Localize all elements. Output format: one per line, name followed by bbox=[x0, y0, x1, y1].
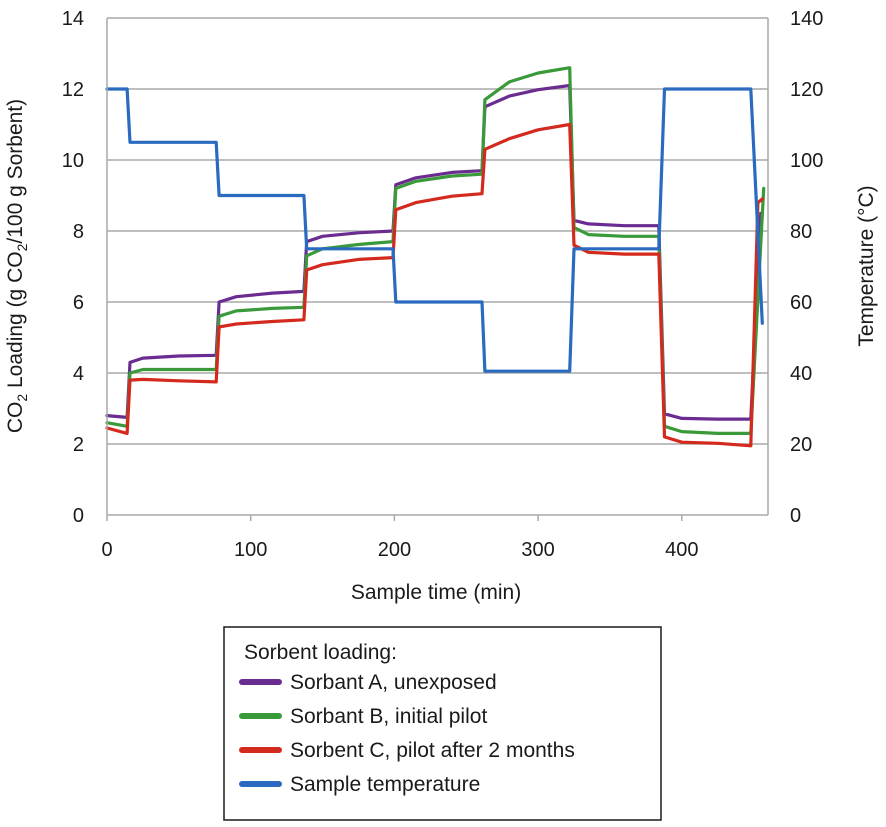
left-y-title-prefix: CO bbox=[4, 402, 27, 434]
left-y-tick-label-8: 8 bbox=[73, 221, 84, 243]
right-y-tick-label-140: 140 bbox=[790, 8, 823, 30]
series-line-3 bbox=[105, 122, 764, 448]
right-y-tick-label-60: 60 bbox=[790, 292, 812, 314]
x-tick-label-100: 100 bbox=[234, 539, 267, 561]
right-y-tick-label-40: 40 bbox=[790, 363, 812, 385]
legend-label-4: Sample temperature bbox=[290, 773, 480, 796]
left-y-tick-label-2: 2 bbox=[73, 434, 84, 456]
axes bbox=[106, 18, 769, 521]
right-y-tick-label-80: 80 bbox=[790, 221, 812, 243]
x-tick-label-200: 200 bbox=[378, 539, 411, 561]
legend-box bbox=[223, 626, 662, 821]
left-y-tick-label-12: 12 bbox=[62, 79, 84, 101]
left-y-tick-label-0: 0 bbox=[73, 505, 84, 527]
left-y-title-suffix: /100 g Sorbent) bbox=[4, 99, 27, 244]
right-y-tick-label-20: 20 bbox=[790, 434, 812, 456]
left-y-tick-label-6: 6 bbox=[73, 292, 84, 314]
x-axis-title: Sample time (min) bbox=[351, 581, 521, 604]
left-y-axis-title: CO2 Loading (g CO2/100 g Sorbent) bbox=[4, 99, 30, 433]
left-y-tick-label-14: 14 bbox=[62, 8, 84, 30]
legend-label-3: Sorbent C, pilot after 2 months bbox=[290, 739, 575, 762]
right-y-axis-title: Temperature (°C) bbox=[855, 185, 878, 346]
legend-label-2: Sorbant B, initial pilot bbox=[290, 705, 487, 728]
right-y-tick-label-120: 120 bbox=[790, 79, 823, 101]
x-tick-label-300: 300 bbox=[521, 539, 554, 561]
legend-title: Sorbent loading: bbox=[244, 641, 397, 664]
right-y-tick-label-0: 0 bbox=[790, 505, 801, 527]
series-line-2 bbox=[105, 66, 766, 435]
series-lines bbox=[105, 66, 766, 448]
left-y-title-sub1: 2 bbox=[14, 394, 30, 402]
left-y-tick-label-4: 4 bbox=[73, 363, 84, 385]
tick-labels: 0 100 200 300 400024681012140204060801001201… bbox=[62, 8, 824, 561]
legend-entries: Sorbant A, unexposed Sorbant B, initial p… bbox=[239, 671, 575, 796]
left-y-title-mid: Loading (g CO bbox=[4, 251, 27, 393]
left-y-tick-label-10: 10 bbox=[62, 150, 84, 172]
legend: Sorbent loading: Sorbant A, unexposedSor… bbox=[223, 626, 662, 821]
left-y-title-sub2: 2 bbox=[14, 243, 30, 251]
series-line-4 bbox=[105, 87, 764, 373]
x-tick-label-0: 0 bbox=[101, 539, 112, 561]
right-y-tick-label-100: 100 bbox=[790, 150, 823, 172]
x-tick-label-400: 400 bbox=[665, 539, 698, 561]
legend-label-1: Sorbant A, unexposed bbox=[290, 671, 497, 694]
